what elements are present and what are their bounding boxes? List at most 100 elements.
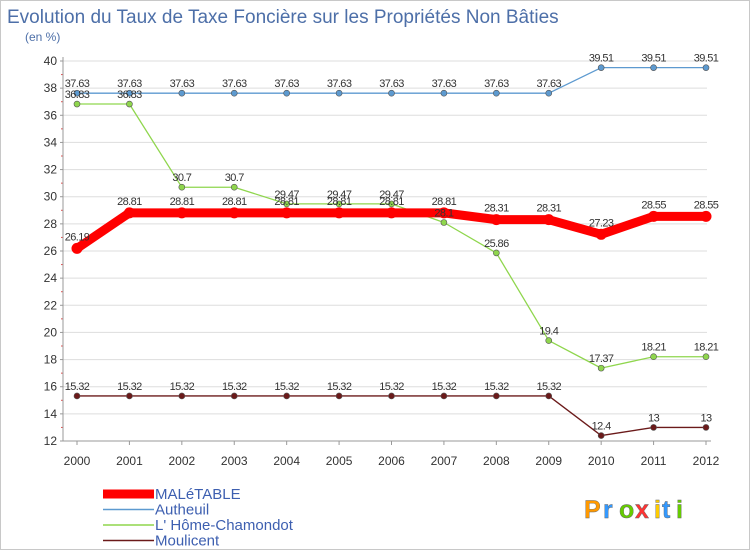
data-point (73, 89, 81, 97)
series-line-1 (76, 103, 707, 369)
data-label: 37.63 (379, 78, 404, 90)
data-label: 12.4 (592, 421, 611, 433)
y-tick-label: 14 (44, 407, 58, 421)
data-point (438, 207, 450, 219)
series-lines (71, 64, 712, 439)
data-label: 15.32 (379, 381, 404, 393)
chart-subtitle: (en %) (25, 30, 60, 44)
data-point (335, 392, 343, 400)
data-labels: 15.32 15.32 15.32 15.32 15.32 15.32 15.32 15.32… (65, 53, 720, 433)
x-tick-label: 2003 (221, 454, 248, 468)
data-label: 37.63 (432, 78, 457, 90)
data-point (543, 214, 555, 226)
data-point (178, 392, 186, 400)
data-label: 15.32 (65, 381, 90, 393)
data-label: 29.47 (379, 189, 404, 201)
data-point (386, 207, 397, 219)
x-tick-label: 2009 (535, 454, 562, 468)
logo-letter: i (654, 496, 661, 524)
data-point (648, 210, 660, 222)
legend-label: MALéTABLE (155, 486, 241, 503)
data-point (650, 424, 657, 431)
x-tick-label: 2012 (693, 454, 720, 468)
data-point (335, 89, 343, 97)
data-point (650, 64, 657, 71)
data-point (545, 392, 553, 400)
data-label: 15.32 (536, 381, 561, 393)
x-tick-label: 2007 (431, 454, 458, 468)
data-label: 25.86 (484, 238, 509, 250)
logo-letter: x (635, 496, 649, 524)
data-point (702, 64, 710, 71)
data-label: 37.63 (65, 78, 90, 90)
data-label: 13 (700, 412, 712, 424)
data-label: 17.37 (589, 353, 614, 365)
data-point (388, 89, 395, 97)
chart-title: Evolution du Taux de Taxe Foncière sur l… (7, 7, 559, 28)
x-tick-label: 2011 (641, 454, 667, 468)
y-tick-label: 24 (44, 271, 58, 285)
data-label: 37.63 (222, 78, 247, 90)
data-point (650, 353, 657, 361)
data-label: 28.55 (641, 199, 666, 211)
logo-letter: i (676, 496, 683, 524)
data-label: 37.63 (484, 78, 509, 90)
data-point (73, 392, 81, 400)
data-point (283, 89, 290, 97)
data-label: 28.81 (327, 196, 352, 208)
data-label: 36.83 (65, 89, 90, 101)
data-label: 37.63 (170, 78, 195, 90)
x-tick-label: 2004 (273, 454, 300, 468)
data-point (700, 210, 712, 222)
x-tick-label: 2001 (116, 454, 143, 468)
y-tick-label: 12 (44, 434, 58, 448)
data-label: 29.47 (274, 189, 299, 201)
data-label: 29.47 (327, 189, 352, 201)
logo-letter: P (584, 496, 601, 524)
data-label: 15.32 (432, 381, 457, 393)
series-line-0 (76, 395, 707, 437)
data-point (597, 364, 605, 372)
data-point (597, 64, 605, 71)
x-tick-label: 2008 (483, 454, 510, 468)
data-label: 36.83 (117, 89, 142, 101)
legend-label: L' Hôme-Chamondot (155, 517, 294, 534)
data-point (595, 228, 607, 240)
data-label: 15.32 (274, 381, 299, 393)
data-point (597, 432, 605, 439)
data-label: 39.51 (641, 53, 666, 65)
data-label: 28.81 (222, 196, 247, 208)
data-label: 13 (648, 412, 660, 424)
data-point (335, 200, 343, 208)
y-tick-label: 28 (44, 217, 58, 231)
data-label: 28.55 (694, 199, 719, 211)
data-point (333, 207, 345, 219)
x-tick-label: 2000 (64, 454, 91, 468)
data-point (281, 207, 293, 219)
data-label: 28.81 (274, 196, 299, 208)
logo-letter: t (662, 496, 671, 524)
data-label: 15.32 (222, 381, 247, 393)
legend-label: Moulicent (155, 533, 220, 550)
logo-letter: o (619, 496, 634, 524)
y-tick-label: 40 (44, 54, 58, 68)
data-label: 15.32 (117, 381, 142, 393)
data-point (545, 337, 553, 344)
data-label: 28.31 (536, 203, 561, 215)
x-tick-label: 2010 (588, 454, 615, 468)
axes: 12 14 16 18 20 22 24 26 28 30 32 34 36 38 40 2000 2001 20… (44, 54, 720, 468)
legend-label: Autheuil (155, 502, 209, 519)
data-point (71, 242, 83, 254)
data-point (123, 207, 135, 219)
data-label: 28.1 (434, 208, 453, 220)
data-point (228, 207, 240, 219)
y-tick-label: 16 (44, 380, 58, 394)
y-tick-label: 26 (44, 244, 58, 258)
data-label: 30.7 (225, 172, 244, 184)
data-point (388, 392, 395, 400)
data-label: 28.81 (432, 196, 457, 208)
x-tick-label: 2006 (378, 454, 405, 468)
data-label: 37.63 (117, 78, 142, 90)
